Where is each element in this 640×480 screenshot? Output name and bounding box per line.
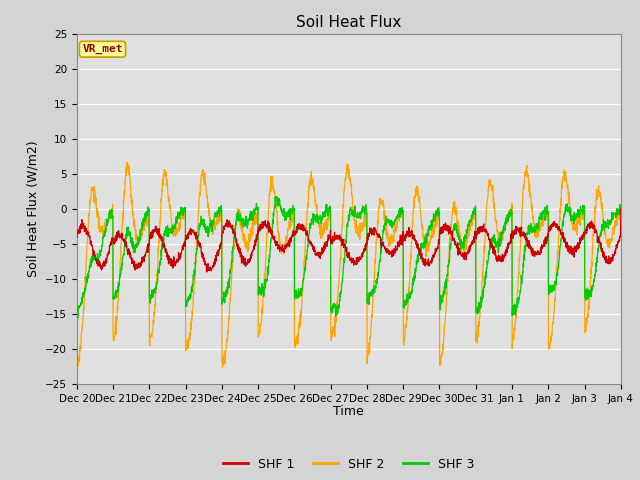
Y-axis label: Soil Heat Flux (W/m2): Soil Heat Flux (W/m2) — [26, 141, 40, 277]
X-axis label: Time: Time — [333, 405, 364, 418]
Title: Soil Heat Flux: Soil Heat Flux — [296, 15, 401, 30]
Legend: SHF 1, SHF 2, SHF 3: SHF 1, SHF 2, SHF 3 — [218, 453, 479, 476]
Text: VR_met: VR_met — [82, 44, 123, 54]
